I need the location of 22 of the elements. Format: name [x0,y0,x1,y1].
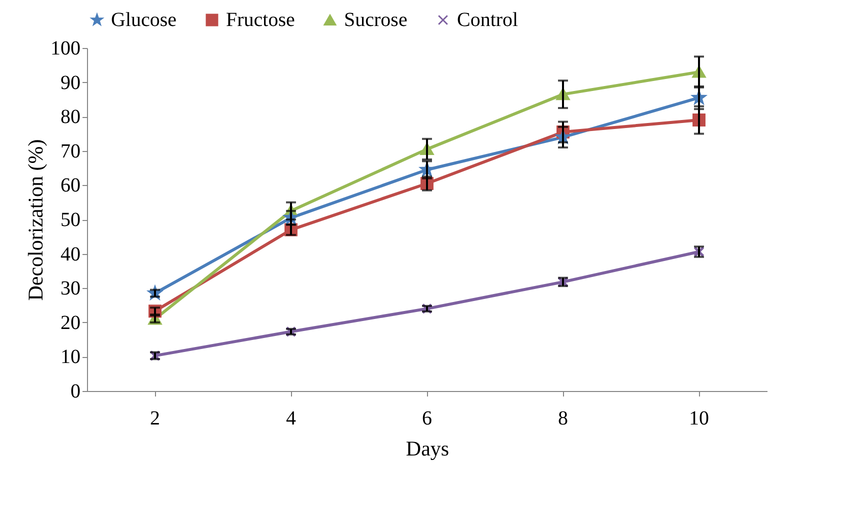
y-tick-label: 10 [60,346,80,368]
y-tick-label: 60 [60,174,80,197]
y-tick-label: 100 [50,38,80,60]
legend-label: Fructose [226,9,295,31]
y-tick-label: 50 [60,209,80,231]
legend-label: Sucrose [344,9,408,31]
x-tick-label: 8 [558,408,568,430]
y-tick-label: 80 [60,106,80,128]
y-tick-label: 70 [60,140,80,162]
y-tick-label: 90 [60,72,80,94]
x-tick-label: 2 [150,408,160,430]
y-axis-title: Decolorization (%) [24,139,48,301]
y-tick-label: 20 [60,312,80,334]
x-tick-label: 4 [286,408,296,430]
y-tick-label: 40 [60,243,80,266]
x-tick-label: 6 [422,408,432,430]
x-tick-label: 10 [689,408,709,430]
y-tick-label: 0 [70,380,80,402]
legend-label: Glucose [111,9,177,31]
y-tick-label: 30 [60,278,80,300]
legend-label: Control [457,9,519,31]
x-axis-title: Days [406,436,450,460]
